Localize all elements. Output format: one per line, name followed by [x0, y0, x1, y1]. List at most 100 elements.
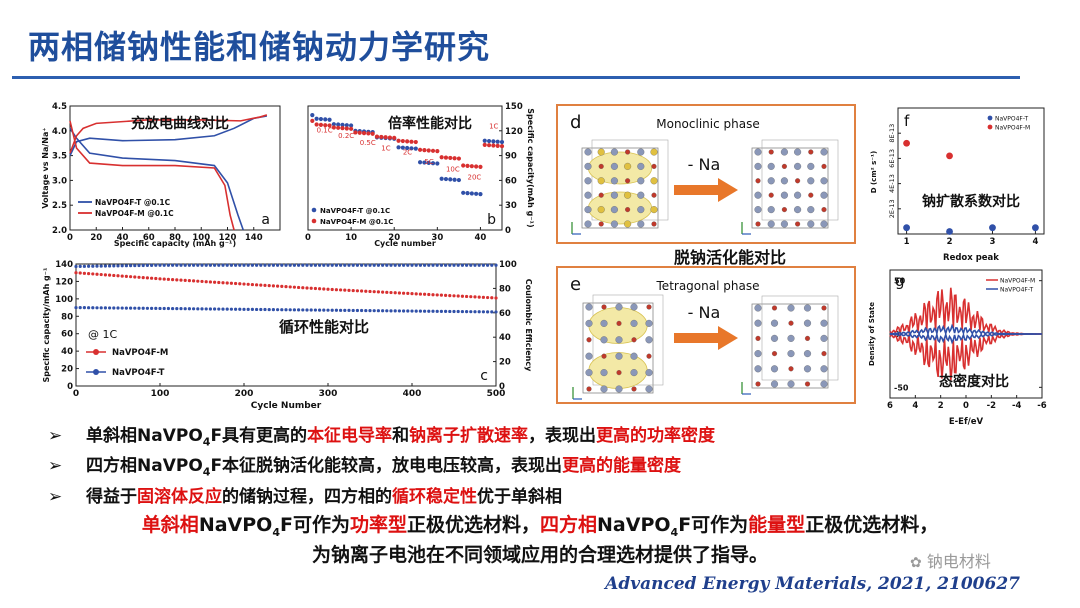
- data-point: [250, 263, 254, 267]
- atom: [597, 148, 605, 156]
- atom: [586, 386, 592, 392]
- unit-cell-edge: [761, 139, 839, 221]
- x-axis-label: E-Ef/eV: [949, 417, 984, 426]
- atom: [755, 335, 761, 341]
- data-point: [435, 309, 439, 313]
- data-point: [305, 263, 309, 267]
- data-point: [426, 160, 431, 165]
- data-point: [95, 306, 99, 310]
- data-point: [389, 309, 393, 313]
- slide-title: 两相储钠性能和储钠动力学研究: [28, 28, 491, 66]
- x-tick-label: 10: [345, 233, 357, 243]
- atom: [807, 206, 815, 214]
- y-tick-label: 100: [55, 295, 73, 305]
- data-point: [288, 308, 292, 312]
- data-point: [385, 263, 389, 267]
- atom: [625, 178, 631, 184]
- data-point: [360, 289, 364, 293]
- data-point: [368, 263, 372, 267]
- data-point: [903, 224, 910, 232]
- data-point: [221, 263, 225, 267]
- bullet-text-fragment: F本征脱钠活化能较高，放电电压较高，表现出: [210, 456, 563, 477]
- data-point: [400, 138, 405, 144]
- data-point: [347, 308, 351, 313]
- data-point: [204, 307, 208, 311]
- y-tick-label: 40: [61, 347, 73, 357]
- data-point: [208, 307, 212, 311]
- x-tick-label: 80: [169, 233, 181, 243]
- data-point: [124, 274, 128, 278]
- bullet-item: ➢ 单斜相NaVPO4F具有更高的本征电导率和钠离子扩散速率，表现出更高的功率密度: [48, 424, 1048, 454]
- data-point: [448, 293, 452, 298]
- data-point: [99, 306, 103, 310]
- chart-svg: 0 10 20 30 40 0 30 60 90 120 150 0.1C 0.2C 0.5C 1C 2C 5C…: [305, 102, 534, 248]
- atom: [794, 206, 802, 214]
- data-point: [368, 309, 372, 313]
- conclusion-fragment: 4: [272, 525, 280, 539]
- legend-swatch: [93, 369, 99, 375]
- data-point: [491, 143, 496, 148]
- caption-d: 脱钠活化能对比: [600, 244, 860, 267]
- rate-label: 1C: [489, 123, 498, 131]
- data-point: [267, 263, 271, 267]
- phase-label: Monoclinic phase: [656, 117, 759, 131]
- atom: [615, 352, 623, 360]
- rate-label: 0.5C: [360, 139, 376, 147]
- panel-letter: a: [261, 212, 270, 228]
- data-point: [276, 284, 280, 288]
- atom: [780, 177, 788, 185]
- data-point: [402, 263, 406, 267]
- data-point: [405, 145, 410, 151]
- panel-letter: e: [570, 274, 581, 295]
- data-point: [349, 126, 354, 131]
- data-point: [427, 263, 431, 267]
- atom: [625, 149, 631, 155]
- atom: [820, 148, 828, 156]
- data-point: [430, 161, 436, 166]
- atom: [755, 381, 761, 387]
- y2-tick-label: 80: [499, 284, 511, 294]
- atom: [768, 192, 774, 198]
- y-tick-label: 60: [505, 176, 517, 186]
- data-point: [242, 282, 246, 286]
- data-point: [499, 144, 505, 149]
- data-point: [495, 143, 500, 148]
- bullet-text: 得益于固溶体反应的储钠过程，四方相的循环稳定性优于单斜相: [86, 485, 562, 509]
- data-point: [372, 290, 376, 294]
- data-point: [154, 263, 158, 267]
- data-point: [389, 290, 393, 295]
- atom: [820, 191, 828, 199]
- atom: [597, 177, 605, 185]
- data-point: [288, 263, 292, 267]
- atom: [645, 319, 653, 327]
- data-point: [145, 306, 149, 310]
- data-point: [280, 263, 284, 267]
- data-point: [120, 264, 124, 268]
- data-point: [141, 263, 145, 268]
- data-point: [187, 263, 191, 267]
- data-point: [370, 131, 375, 136]
- data-point: [486, 143, 492, 148]
- conclusion-fragment: NaVPO: [597, 514, 671, 536]
- data-point: [343, 263, 347, 267]
- data-point: [323, 117, 328, 122]
- data-point: [124, 306, 128, 310]
- rate-label: 5C: [424, 158, 433, 166]
- structure-panel-d: d Monoclinic phase - Na: [556, 104, 856, 244]
- data-point: [225, 281, 229, 285]
- atom: [585, 369, 593, 377]
- data-point: [78, 306, 82, 310]
- data-point: [301, 286, 305, 290]
- data-point: [452, 156, 457, 161]
- x-tick-label: 40: [475, 233, 487, 243]
- atom: [807, 177, 815, 185]
- arrow-label: - Na: [688, 155, 721, 174]
- bullet-text-fragment: 钠离子扩散速率: [409, 426, 529, 446]
- y-tick-label: 2.5: [52, 201, 67, 211]
- data-point: [284, 263, 288, 267]
- data-point: [435, 149, 440, 154]
- data-point: [494, 310, 498, 314]
- bullet-arrow-icon: ➢: [48, 456, 63, 477]
- data-point: [204, 280, 208, 284]
